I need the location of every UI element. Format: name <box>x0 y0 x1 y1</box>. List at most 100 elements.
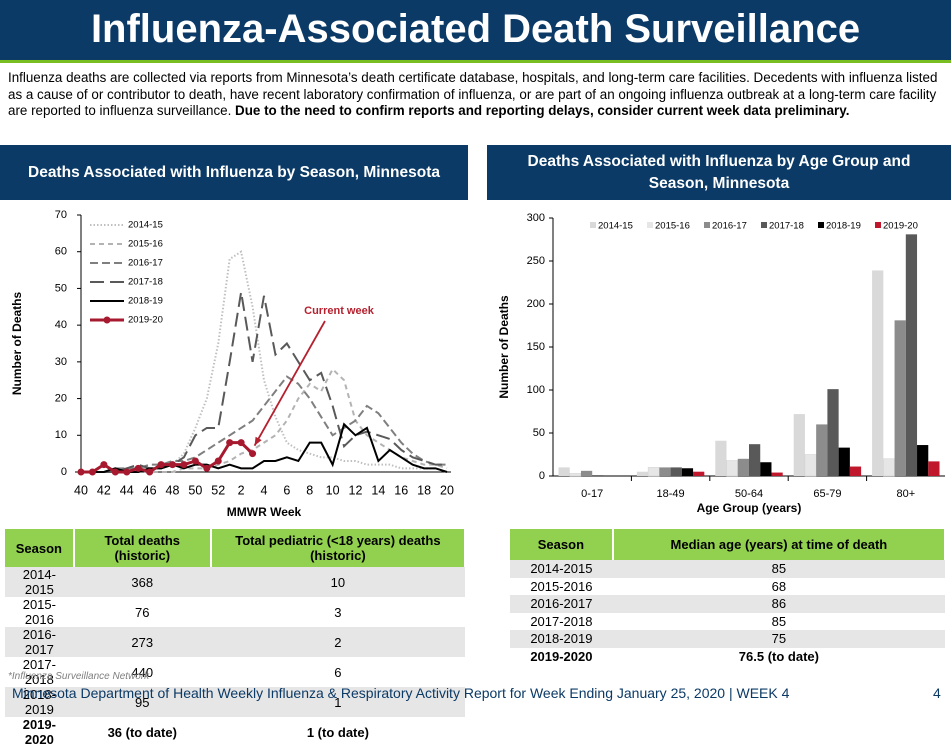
x-tick-label: 16 <box>394 483 408 497</box>
deaths-table: Season Total deaths (historic) Total pedia… <box>5 529 467 747</box>
cell: 76.5 (to date) <box>738 648 819 664</box>
marker <box>237 439 245 447</box>
legend-label: 2015-16 <box>655 221 690 232</box>
y-tick-label: 50 <box>55 282 67 294</box>
bar <box>760 462 772 476</box>
cell: 75 <box>612 630 945 648</box>
x-tick-label: 50 <box>188 483 202 497</box>
bar <box>894 320 906 476</box>
bar <box>693 471 705 476</box>
series-line <box>81 375 447 473</box>
marker <box>157 461 165 469</box>
cell: 86 <box>612 595 945 613</box>
series-line <box>81 367 448 473</box>
header-cell: Season <box>5 529 75 567</box>
x-tick-label: 44 <box>120 483 134 497</box>
bar <box>928 461 940 476</box>
bar <box>681 468 694 476</box>
header-cell: Season <box>510 529 614 560</box>
bar <box>715 440 727 476</box>
legend-label: 2018-19 <box>826 221 861 232</box>
legend-label: 2018-19 <box>128 296 163 307</box>
legend-label: 2017-18 <box>769 221 804 232</box>
chart-title: Deaths Associated with Influenza by Seas… <box>28 163 440 181</box>
legend-label: 2014-15 <box>598 221 633 232</box>
y-tick-label: 60 <box>55 246 67 258</box>
marker <box>169 461 176 469</box>
header-cell: Median age (years) at time of death <box>612 529 947 560</box>
series-line <box>81 441 254 474</box>
bar <box>737 458 749 476</box>
y-axis-label: Number of Deaths <box>10 292 24 396</box>
intro-text: Influenza deaths are collected via repor… <box>8 70 938 118</box>
marker <box>77 468 85 476</box>
x-tick-label: 42 <box>97 483 111 497</box>
panel-header: Deaths Associated with Influenza by Age … <box>487 145 951 200</box>
y-tick-label: 40 <box>55 319 67 331</box>
row: 2019-2020 76.5 (to date) <box>510 648 945 666</box>
row: 2017-2018 440 6 <box>5 657 465 687</box>
cell: 1 (to date) <box>306 724 369 740</box>
x-tick-label: 50-64 <box>735 488 763 500</box>
x-tick-label: 0-17 <box>581 488 603 500</box>
cell: 2017-2018 <box>530 613 593 629</box>
cell: 2015-2016 <box>22 597 56 627</box>
row: 2017-2018 85 <box>510 613 945 631</box>
annotation: Current week <box>304 305 375 317</box>
y-tick-label: 30 <box>55 356 67 368</box>
row: 2015-2016 68 <box>510 578 945 596</box>
x-tick-label: 52 <box>211 483 225 497</box>
legend-swatch <box>590 222 596 228</box>
bar <box>793 414 805 476</box>
legend-swatch <box>704 222 710 228</box>
bar <box>636 471 649 476</box>
legend-swatch <box>647 222 653 228</box>
x-tick-label: 12 <box>349 483 363 497</box>
bar <box>905 234 918 476</box>
cell: 2014-2015 <box>5 567 74 597</box>
bar <box>659 467 671 476</box>
cell: 368 <box>73 567 211 597</box>
footnote: *Influenza Surveillance Network <box>8 671 150 682</box>
y-tick-label: 150 <box>527 341 545 353</box>
cell: 2016-2017 <box>510 595 613 613</box>
x-tick-label: 65-79 <box>813 488 841 500</box>
legend-swatch <box>875 222 881 228</box>
marker <box>111 468 119 476</box>
bar <box>580 470 593 476</box>
marker <box>180 461 188 469</box>
header-row: Season Median age (years) at time of deat… <box>510 529 947 560</box>
marker <box>134 464 142 472</box>
bar <box>647 467 660 477</box>
cell: 10 <box>210 567 465 597</box>
bar <box>838 447 850 476</box>
bar-chart: 0 50 100 150 200 250 300 0-17 18-49 50-64 65-79 80+… <box>497 212 945 515</box>
row: 2018-2019 75 <box>510 630 945 648</box>
row: 2016-2017 86 <box>510 595 945 613</box>
legend-label: 2014-15 <box>128 220 163 231</box>
bar <box>749 444 761 476</box>
footer: Minnesota Department of Health Weekly In… <box>12 685 790 701</box>
row: 2016-2017 273 2 <box>5 627 465 657</box>
cell: 2017-2018 <box>22 657 56 687</box>
x-tick-label: 18-49 <box>657 488 685 500</box>
intro: Influenza deaths are collected via repor… <box>8 70 943 120</box>
header: Influenza-Associated Death Surveillance <box>0 0 951 63</box>
x-tick-label: 18 <box>417 483 431 497</box>
x-tick-label: 48 <box>166 483 180 497</box>
legend-swatch <box>818 222 824 228</box>
marker <box>146 468 154 476</box>
cell: 76 <box>135 604 150 620</box>
bar <box>849 466 862 476</box>
bar <box>569 473 582 477</box>
cell: 68 <box>771 578 787 594</box>
arrow-head <box>254 436 262 446</box>
cell: 2016-2017 <box>5 627 74 657</box>
x-tick-label: 2 <box>238 483 245 497</box>
age-table: Season Median age (years) at time of deat… <box>510 529 947 666</box>
x-tick-label: 8 <box>306 483 313 497</box>
bar <box>872 270 884 476</box>
series-line <box>81 291 447 473</box>
